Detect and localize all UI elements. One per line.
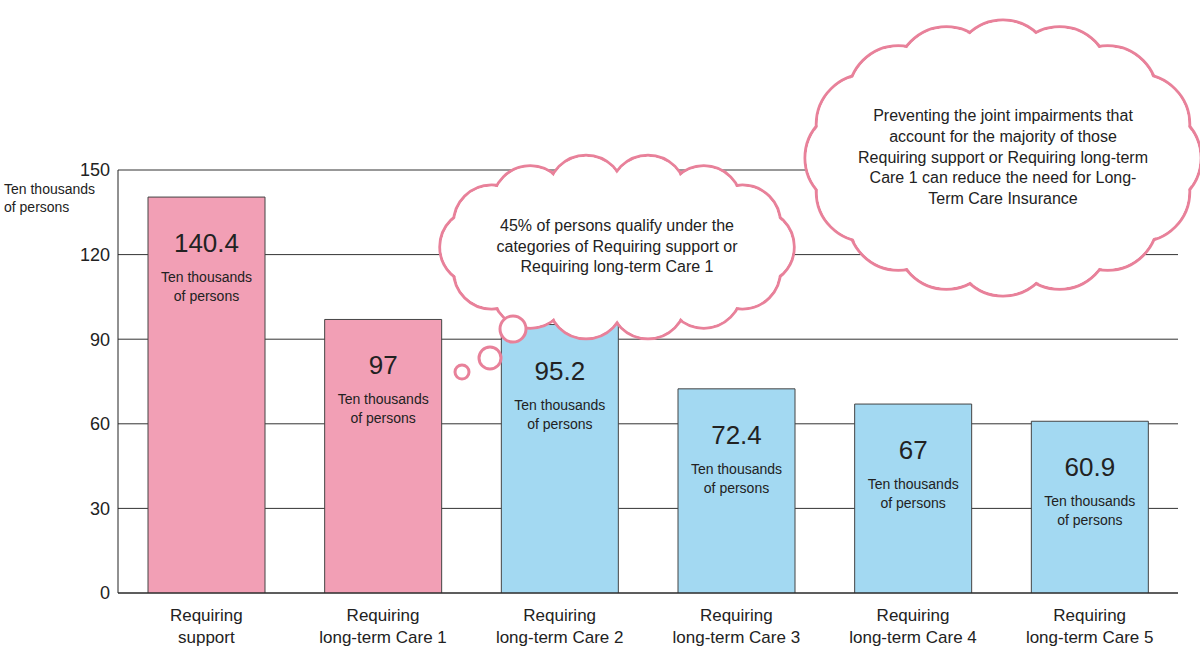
svg-text:120: 120 xyxy=(80,245,110,265)
svg-text:90: 90 xyxy=(90,330,110,350)
svg-text:60.9: 60.9 xyxy=(1065,452,1116,482)
svg-text:of persons: of persons xyxy=(527,416,592,432)
svg-text:Requiringlong-term Care 3: Requiringlong-term Care 3 xyxy=(673,606,801,647)
svg-text:Ten thousands: Ten thousands xyxy=(338,391,429,407)
html-text:of persons: of persons xyxy=(4,199,70,216)
svg-text:of persons: of persons xyxy=(1057,512,1122,528)
svg-text:Ten thousands: Ten thousands xyxy=(1044,493,1135,509)
svg-text:72.4: 72.4 xyxy=(711,420,762,450)
svg-text:Requiringlong-term Care 1: Requiringlong-term Care 1 xyxy=(319,606,447,647)
svg-text:of persons: of persons xyxy=(880,495,945,511)
svg-text:Ten thousands: Ten thousands xyxy=(691,461,782,477)
svg-text:95.2: 95.2 xyxy=(535,356,586,386)
svg-text:140.4: 140.4 xyxy=(174,228,239,258)
svg-text:Requiringsupport: Requiringsupport xyxy=(170,606,243,647)
html-text:45% of persons qualify under t: 45% of persons qualify under the categor… xyxy=(496,216,738,276)
svg-text:Ten thousands: Ten thousands xyxy=(868,476,959,492)
svg-text:150: 150 xyxy=(80,160,110,180)
svg-text:Ten thousands: Ten thousands xyxy=(514,397,605,413)
svg-text:0: 0 xyxy=(100,583,110,603)
html-text:Ten thousands: Ten thousands xyxy=(4,181,96,197)
svg-text:67: 67 xyxy=(899,435,928,465)
svg-text:30: 30 xyxy=(90,499,110,519)
svg-text:Requiringlong-term Care 4: Requiringlong-term Care 4 xyxy=(849,606,977,647)
svg-text:of persons: of persons xyxy=(350,410,415,426)
svg-text:Requiringlong-term Care 5: Requiringlong-term Care 5 xyxy=(1026,606,1154,647)
svg-text:Ten thousands: Ten thousands xyxy=(161,269,252,285)
svg-text:of persons: of persons xyxy=(704,480,769,496)
svg-text:Requiringlong-term Care 2: Requiringlong-term Care 2 xyxy=(496,606,624,647)
svg-text:60: 60 xyxy=(90,414,110,434)
svg-text:97: 97 xyxy=(369,350,398,380)
svg-text:of persons: of persons xyxy=(174,288,239,304)
html-text:Preventing the joint impairmen: Preventing the joint impairments that ac… xyxy=(858,107,1148,208)
